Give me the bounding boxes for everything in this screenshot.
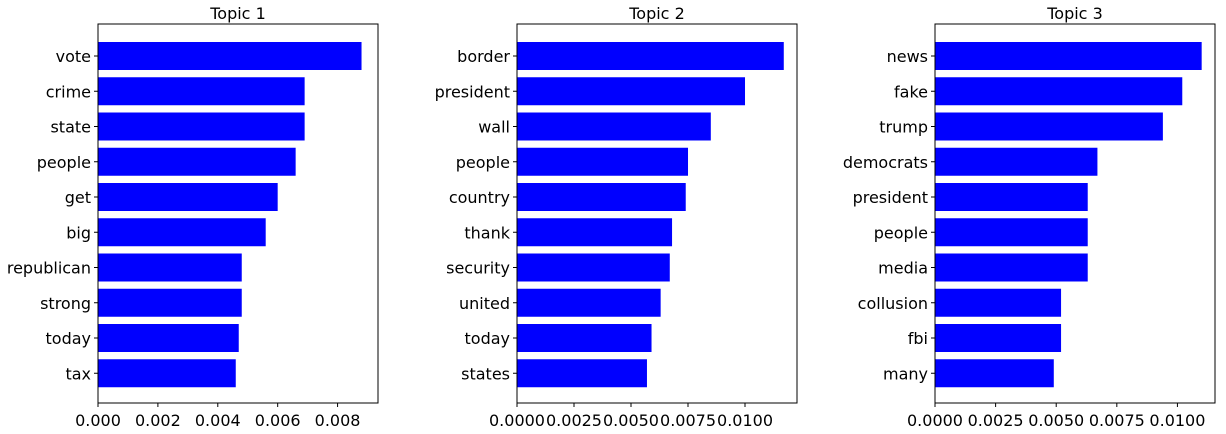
bar-today bbox=[98, 324, 239, 352]
x-tick-label: 0.0025 bbox=[546, 411, 602, 430]
bar-people bbox=[935, 218, 1088, 247]
chart-title: Topic 1 bbox=[209, 4, 266, 23]
y-tick-label: big bbox=[66, 223, 91, 242]
x-tick-label: 0.0025 bbox=[968, 411, 1024, 430]
y-tick-label: crime bbox=[46, 82, 91, 101]
bar-state bbox=[98, 112, 305, 141]
x-tick-label: 0.0000 bbox=[489, 411, 545, 430]
chart-panel-2: Topic 2 border president wall people country t… bbox=[435, 4, 798, 430]
y-tick-label: president bbox=[435, 82, 510, 101]
chart-title: Topic 3 bbox=[1046, 4, 1103, 23]
y-tick-label: country bbox=[449, 188, 510, 207]
y-tick-label: wall bbox=[478, 118, 510, 137]
bar-wall bbox=[517, 112, 711, 141]
bar-border bbox=[517, 42, 784, 70]
y-tick-label: fbi bbox=[908, 329, 928, 348]
bar-people bbox=[517, 147, 689, 176]
y-tick-label: thank bbox=[464, 223, 510, 242]
x-tick-label: 0.0075 bbox=[660, 411, 716, 430]
bar-president bbox=[935, 183, 1088, 211]
bar-strong bbox=[98, 288, 242, 317]
bar-get bbox=[98, 183, 278, 211]
x-tick-label: 0.0100 bbox=[717, 411, 773, 430]
x-tick-label: 0.008 bbox=[315, 411, 361, 430]
bar-republican bbox=[98, 253, 242, 282]
chart-panel-3: Topic 3 news fake trump democrats president pe… bbox=[843, 4, 1216, 430]
y-tick-label: fake bbox=[894, 82, 928, 101]
y-tick-label: people bbox=[456, 153, 510, 172]
bar-country bbox=[517, 183, 686, 211]
chart-title: Topic 2 bbox=[628, 4, 685, 23]
axes-frame bbox=[934, 23, 1216, 404]
bar-democrats bbox=[935, 147, 1098, 176]
x-tick-label: 0.0075 bbox=[1089, 411, 1145, 430]
y-tick-label: state bbox=[50, 118, 91, 137]
bar-people bbox=[98, 147, 296, 176]
y-tick-label: republican bbox=[7, 259, 91, 278]
y-tick-label: president bbox=[853, 188, 928, 207]
y-tick-label: many bbox=[883, 364, 928, 383]
bar-today bbox=[517, 324, 652, 352]
bar-news bbox=[935, 42, 1202, 70]
y-tick-label: strong bbox=[40, 294, 91, 313]
bar-media bbox=[935, 253, 1088, 282]
y-tick-label: news bbox=[887, 47, 928, 66]
x-tick-label: 0.0000 bbox=[907, 411, 963, 430]
y-tick-label: people bbox=[37, 153, 91, 172]
y-tick-label: vote bbox=[56, 47, 91, 66]
x-tick-label: 0.0100 bbox=[1149, 411, 1205, 430]
y-tick-label: get bbox=[65, 188, 91, 207]
y-tick-label: trump bbox=[879, 118, 928, 137]
bar-tax bbox=[98, 359, 236, 388]
bar-vote bbox=[98, 42, 362, 70]
axes-frame bbox=[516, 23, 798, 404]
y-tick-label: people bbox=[874, 223, 928, 242]
y-tick-label: states bbox=[461, 364, 510, 383]
bar-big bbox=[98, 218, 266, 247]
chart-panel-1: Topic 1 vote crime state people get big republi… bbox=[7, 4, 379, 430]
y-tick-label: media bbox=[878, 259, 928, 278]
bar-crime bbox=[98, 77, 305, 106]
y-tick-label: collusion bbox=[858, 294, 928, 313]
y-tick-label: democrats bbox=[843, 153, 928, 172]
y-tick-label: united bbox=[459, 294, 510, 313]
bar-fbi bbox=[935, 324, 1062, 352]
bar-president bbox=[517, 77, 746, 106]
bar-fake bbox=[935, 77, 1183, 106]
x-tick-label: 0.004 bbox=[195, 411, 241, 430]
x-tick-label: 0.0050 bbox=[1028, 411, 1084, 430]
bar-many bbox=[935, 359, 1054, 388]
x-tick-label: 0.0050 bbox=[603, 411, 659, 430]
bar-united bbox=[517, 288, 661, 317]
bar-trump bbox=[935, 112, 1163, 141]
y-tick-label: security bbox=[446, 259, 510, 278]
bar-thank bbox=[517, 218, 673, 247]
bar-states bbox=[517, 359, 647, 388]
y-tick-label: today bbox=[465, 329, 511, 348]
x-tick-label: 0.002 bbox=[135, 411, 181, 430]
y-tick-label: today bbox=[46, 329, 92, 348]
x-tick-label: 0.000 bbox=[75, 411, 121, 430]
y-tick-label: border bbox=[457, 47, 510, 66]
bar-collusion bbox=[935, 288, 1062, 317]
y-tick-label: tax bbox=[65, 364, 91, 383]
bar-security bbox=[517, 253, 670, 282]
axes-frame bbox=[97, 23, 379, 404]
x-tick-label: 0.006 bbox=[255, 411, 301, 430]
